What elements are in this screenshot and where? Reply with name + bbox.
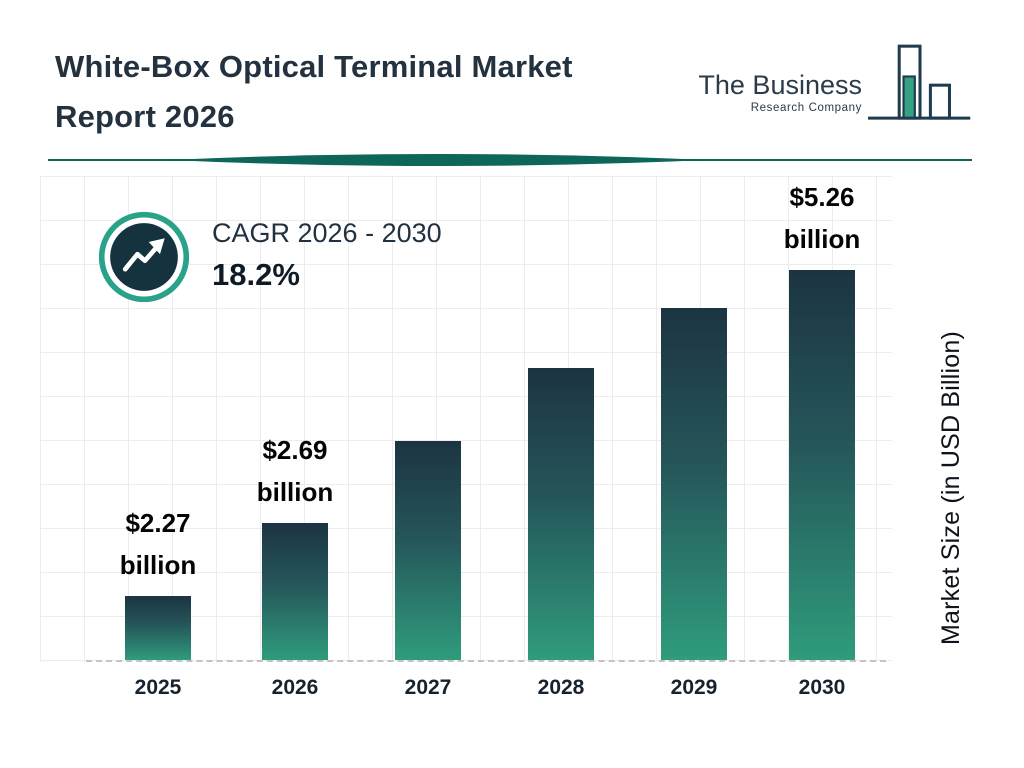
bar-value-label-2026: $2.69 billion xyxy=(200,429,390,513)
bar-2030 xyxy=(789,270,855,660)
x-axis-label-2029: 2029 xyxy=(670,676,718,699)
chart-area: $2.27 billion 2025 $2.69 billion 2026 2027 2028… xyxy=(40,176,892,699)
x-axis-label-2025: 2025 xyxy=(134,676,182,699)
cagr-value: 18.2% xyxy=(212,257,300,292)
trend-up-icon xyxy=(98,211,190,303)
company-name: The Business xyxy=(698,70,862,100)
bar-2029 xyxy=(661,308,727,660)
bar-value-amount: $2.69 xyxy=(262,434,328,465)
bar-2026 xyxy=(262,523,328,660)
bar-2028 xyxy=(528,368,594,660)
bar-value-unit: billion xyxy=(783,223,861,254)
bar-value-unit: billion xyxy=(256,476,334,507)
y-axis-label: Market Size (in USD Billion) xyxy=(937,330,965,645)
divider-line xyxy=(48,152,972,168)
x-axis-label-2028: 2028 xyxy=(537,676,585,699)
axis-baseline xyxy=(86,660,886,662)
page-title-line1: White-Box Optical Terminal Market xyxy=(55,49,573,84)
bar-chart-logo-icon xyxy=(868,40,972,126)
bar-column-2028: 2028 xyxy=(528,176,594,699)
cagr-label: CAGR 2026 - 2030 xyxy=(212,218,442,248)
x-axis-label-2027: 2027 xyxy=(404,676,452,699)
bar-value-label-2030: $5.26 billion xyxy=(727,176,917,260)
bar-column-2025: $2.27 billion 2025 xyxy=(120,176,197,699)
bar-column-2029: 2029 xyxy=(661,176,727,699)
page-title-line2: Report 2026 xyxy=(55,98,235,134)
bar-column-2026: $2.69 billion 2026 xyxy=(257,176,334,699)
bar-value-unit: billion xyxy=(119,549,197,580)
bar-value-amount: $5.26 xyxy=(789,181,855,212)
bar-value-amount: $2.27 xyxy=(125,507,191,538)
company-logo: The Business Research Company xyxy=(698,40,972,126)
bar-column-2030: $5.26 billion 2030 xyxy=(784,176,861,699)
bar-2025 xyxy=(125,596,191,660)
bar-column-2027: 2027 xyxy=(395,176,461,699)
page-title: White-Box Optical Terminal Market Report… xyxy=(55,42,695,141)
cagr-text: CAGR 2026 - 2030 18.2% xyxy=(212,218,442,293)
x-axis-label-2030: 2030 xyxy=(798,676,846,699)
bar-value-label-2025: $2.27 billion xyxy=(63,502,253,586)
company-logo-text: The Business Research Company xyxy=(698,70,862,114)
company-subtitle: Research Company xyxy=(750,102,862,114)
cagr-badge xyxy=(97,210,191,304)
x-axis-label-2026: 2026 xyxy=(271,676,319,699)
bar-2027 xyxy=(395,441,461,660)
